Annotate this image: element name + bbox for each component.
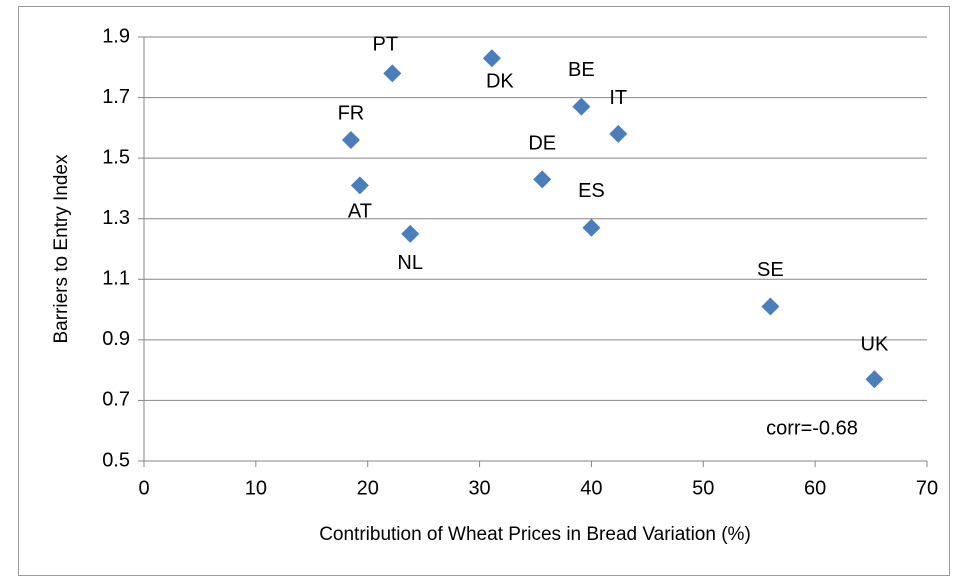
point-label: BE bbox=[568, 59, 595, 81]
y-tick-label: 1.9 bbox=[102, 25, 130, 47]
point-label: FR bbox=[338, 102, 365, 124]
x-tick-label: 60 bbox=[804, 477, 826, 499]
point bbox=[401, 224, 420, 243]
point-label: NL bbox=[397, 252, 423, 274]
y-tick-label: 0.9 bbox=[102, 328, 130, 350]
x-tick-label: 10 bbox=[245, 477, 267, 499]
point bbox=[533, 170, 552, 189]
point bbox=[350, 176, 369, 195]
y-tick-label: 1.3 bbox=[102, 207, 130, 229]
point bbox=[341, 130, 360, 149]
y-tick-label: 1.5 bbox=[102, 146, 130, 168]
point-label: IT bbox=[609, 87, 627, 109]
x-tick-label: 40 bbox=[580, 477, 602, 499]
y-axis-title: Barriers to Entry Index bbox=[51, 154, 72, 344]
point-label: UK bbox=[861, 334, 889, 356]
point-label: SE bbox=[757, 259, 784, 281]
point bbox=[865, 370, 884, 389]
y-tick-label: 1.7 bbox=[102, 86, 130, 108]
x-axis-title: Contribution of Wheat Prices in Bread Va… bbox=[319, 524, 751, 545]
x-tick-label: 70 bbox=[916, 477, 938, 499]
x-tick-label: 30 bbox=[468, 477, 490, 499]
chart-border bbox=[18, 6, 950, 576]
y-tick-label: 0.5 bbox=[102, 449, 130, 471]
point bbox=[761, 297, 780, 316]
point-label: PT bbox=[373, 34, 399, 56]
point bbox=[482, 49, 501, 68]
y-tick-label: 0.7 bbox=[102, 389, 130, 411]
y-tick-label: 1.1 bbox=[102, 268, 130, 290]
point-label: DK bbox=[486, 70, 514, 92]
point-label: ES bbox=[578, 180, 605, 202]
point-label: AT bbox=[348, 201, 372, 223]
point bbox=[582, 218, 601, 237]
point-label: DE bbox=[528, 133, 556, 155]
point bbox=[609, 124, 628, 143]
point bbox=[572, 97, 591, 116]
x-tick-label: 20 bbox=[357, 477, 379, 499]
x-tick-label: 0 bbox=[138, 477, 149, 499]
annotation: corr=-0.68 bbox=[766, 417, 858, 439]
x-tick-label: 50 bbox=[692, 477, 714, 499]
point bbox=[383, 64, 402, 83]
